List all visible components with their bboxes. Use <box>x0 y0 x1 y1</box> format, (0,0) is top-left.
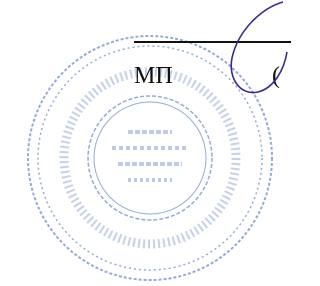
document-fragment: МП ( <box>0 0 291 286</box>
page: {"document": {"stamp_label": "МП", "brac… <box>0 0 291 286</box>
stamp-label: МП <box>134 63 173 89</box>
seal-inner-ring-2 <box>94 102 206 214</box>
seal-center-text <box>112 132 188 180</box>
seal-inner-ring <box>88 96 212 220</box>
seal-text-ring <box>64 72 236 244</box>
